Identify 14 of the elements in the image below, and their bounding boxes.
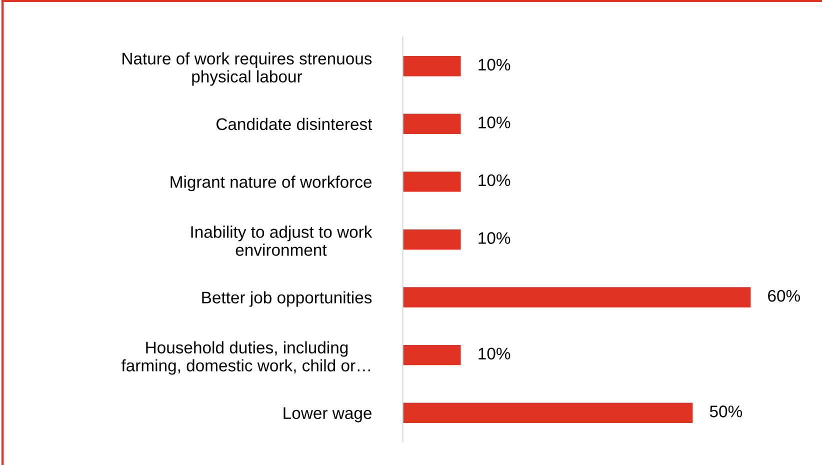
data-label: 10% — [478, 58, 510, 71]
y-tick-label: Candidate disinterest — [216, 118, 372, 130]
y-tick-label: Lower wage — [284, 407, 372, 422]
data-label: 50% — [710, 406, 742, 418]
y-tick-label: Better job opportunities — [202, 291, 372, 307]
data-label: 10% — [478, 116, 510, 128]
data-label: 10% — [478, 232, 510, 244]
y-tick-label: Nature of work requires strenuous physical labour — [122, 52, 372, 86]
y-tick-label: Migrant nature of workforce — [170, 176, 372, 192]
y-tick-label: Inability to adjust to work environment — [191, 226, 372, 256]
data-label: 60% — [768, 290, 800, 302]
y-tick-label: Household duties, including farming, domestic work, child or… — [121, 341, 370, 375]
data-label: 10% — [478, 348, 510, 360]
data-label: 10% — [478, 174, 510, 186]
